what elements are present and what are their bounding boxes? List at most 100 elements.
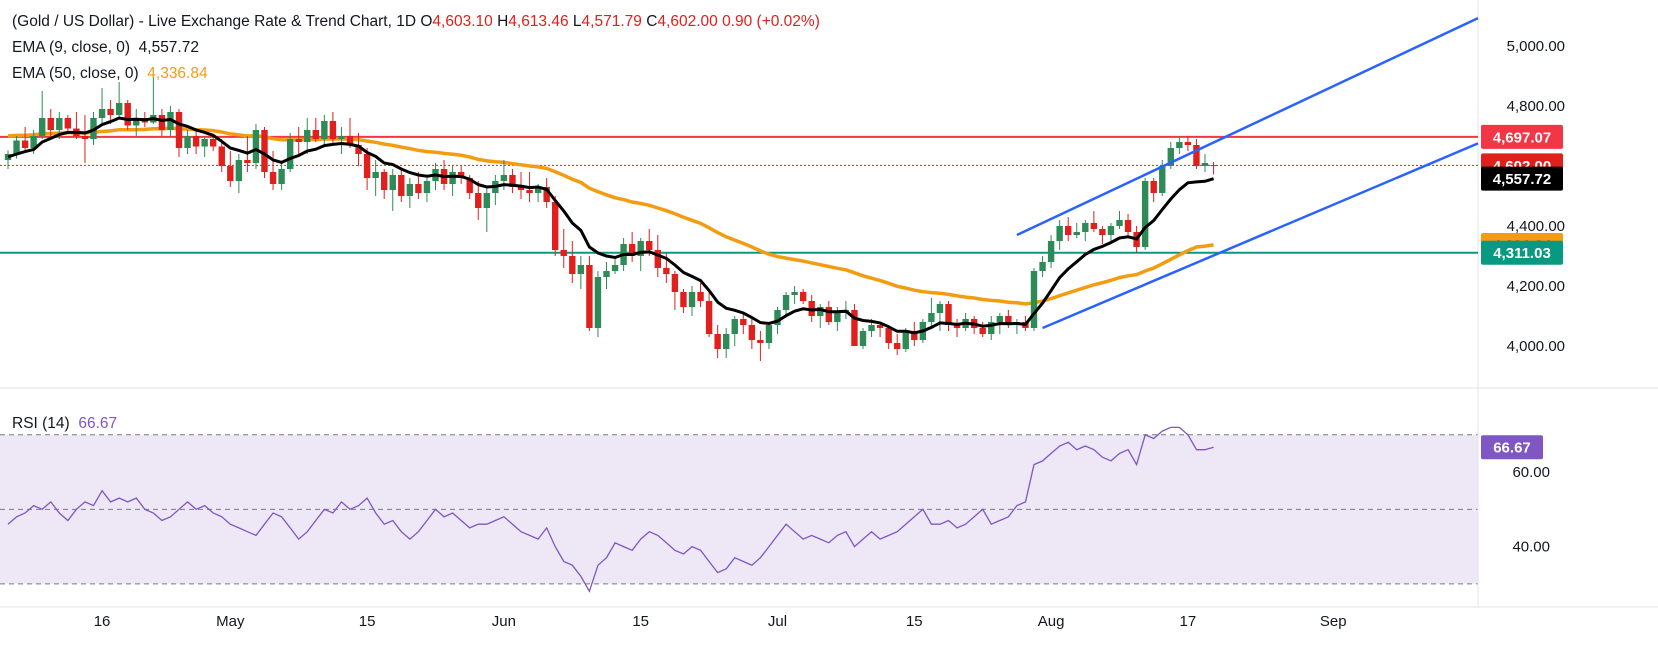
candle <box>1047 235 1055 268</box>
candle <box>372 160 379 196</box>
candle <box>1150 178 1157 202</box>
candle <box>235 154 243 193</box>
candles <box>4 76 1217 361</box>
open-value: 4,603.10 <box>432 13 493 30</box>
candle-body <box>834 313 841 322</box>
price-axis[interactable]: 5,000.00 4,800.00 4,400.00 4,200.00 4,000.00… <box>1507 38 1565 556</box>
candle <box>192 130 200 154</box>
candle-body <box>363 154 371 178</box>
candle <box>671 271 679 310</box>
candle <box>637 238 644 271</box>
candle-body <box>1150 181 1157 193</box>
candle-body <box>509 175 516 187</box>
candle <box>98 88 106 124</box>
time-axis[interactable]: 16 May 15 Jun 15 Jul 15 Aug 17 Sep <box>94 613 1347 630</box>
candle-body <box>817 307 824 316</box>
candle-body <box>30 136 37 148</box>
candle-body <box>355 145 362 154</box>
candle-body <box>47 118 54 130</box>
candle <box>295 127 302 154</box>
ema9-value: 4,557.72 <box>138 39 199 56</box>
candle-body <box>269 172 277 184</box>
time-tick-5: Jul <box>768 613 787 630</box>
candle <box>210 136 217 151</box>
candle-body <box>158 115 166 130</box>
candle-body <box>1005 316 1012 325</box>
candle <box>47 109 54 136</box>
candle <box>603 262 610 289</box>
candle <box>321 115 328 145</box>
candle-body <box>1056 226 1063 241</box>
candle-body <box>449 172 456 184</box>
candle-body <box>381 172 388 190</box>
candle-body <box>295 139 302 142</box>
candle <box>312 118 319 142</box>
candle-body <box>560 250 567 256</box>
candle-body <box>1107 226 1115 235</box>
candle-body <box>1090 223 1098 229</box>
candle-body <box>56 118 63 130</box>
ema50-legend[interactable]: EMA (50, close, 0) 4,336.84 <box>12 65 208 83</box>
candle-body <box>799 292 807 301</box>
rsi-legend[interactable]: RSI (14) 66.67 <box>12 415 117 433</box>
price-badge-ema9 <box>1481 166 1563 191</box>
candle-body <box>859 331 867 346</box>
candle <box>184 130 191 154</box>
candle-body <box>594 277 602 328</box>
time-tick-4: 15 <box>632 613 649 630</box>
candle-body <box>184 136 191 148</box>
candle <box>252 124 260 169</box>
candle-body <box>346 136 354 145</box>
candle <box>688 286 696 316</box>
candle <box>21 127 29 151</box>
candle-body <box>646 241 653 250</box>
candle <box>765 322 773 349</box>
candle-body <box>569 256 576 274</box>
candle <box>1090 211 1098 232</box>
candle <box>304 118 311 154</box>
time-tick-8: 17 <box>1180 613 1197 630</box>
candle-body <box>500 175 508 181</box>
candle <box>4 150 12 169</box>
candle-body <box>543 187 550 202</box>
candle <box>158 109 166 136</box>
candle-body <box>663 268 670 274</box>
candle-body <box>64 118 72 129</box>
time-tick-1: May <box>216 613 245 630</box>
candle <box>851 304 858 346</box>
candle <box>782 292 790 316</box>
candle <box>363 148 371 190</box>
candle <box>885 325 892 349</box>
candle <box>73 112 80 139</box>
candle-body <box>534 187 542 193</box>
candle-body <box>312 130 319 139</box>
candle <box>928 298 935 328</box>
price-tick-2: 4,400.00 <box>1507 218 1565 235</box>
candle-body <box>235 160 243 181</box>
candle-body <box>586 265 593 328</box>
candle <box>1099 226 1106 244</box>
candle-body <box>4 154 12 160</box>
candle <box>218 139 225 172</box>
candle <box>894 334 901 355</box>
low-label: L <box>572 13 582 30</box>
candle <box>406 178 414 208</box>
ema9-legend[interactable]: EMA (9, close, 0) 4,557.72 <box>12 39 199 57</box>
candle <box>278 163 285 190</box>
candle-body <box>928 313 935 322</box>
candle <box>1167 142 1174 169</box>
candle-body <box>406 184 414 196</box>
candle <box>175 109 183 157</box>
ema9-label: EMA (9, close, 0) <box>12 39 131 56</box>
trend-channel <box>1016 17 1479 330</box>
candle-body <box>261 130 268 172</box>
candle <box>1030 268 1038 331</box>
rsi-panel <box>0 434 1478 585</box>
candle-body <box>757 340 764 343</box>
channel-upper-line <box>1016 17 1479 237</box>
candle <box>740 313 747 334</box>
candle-body <box>526 190 533 193</box>
candle-body <box>98 109 106 118</box>
candle-body <box>21 140 29 148</box>
